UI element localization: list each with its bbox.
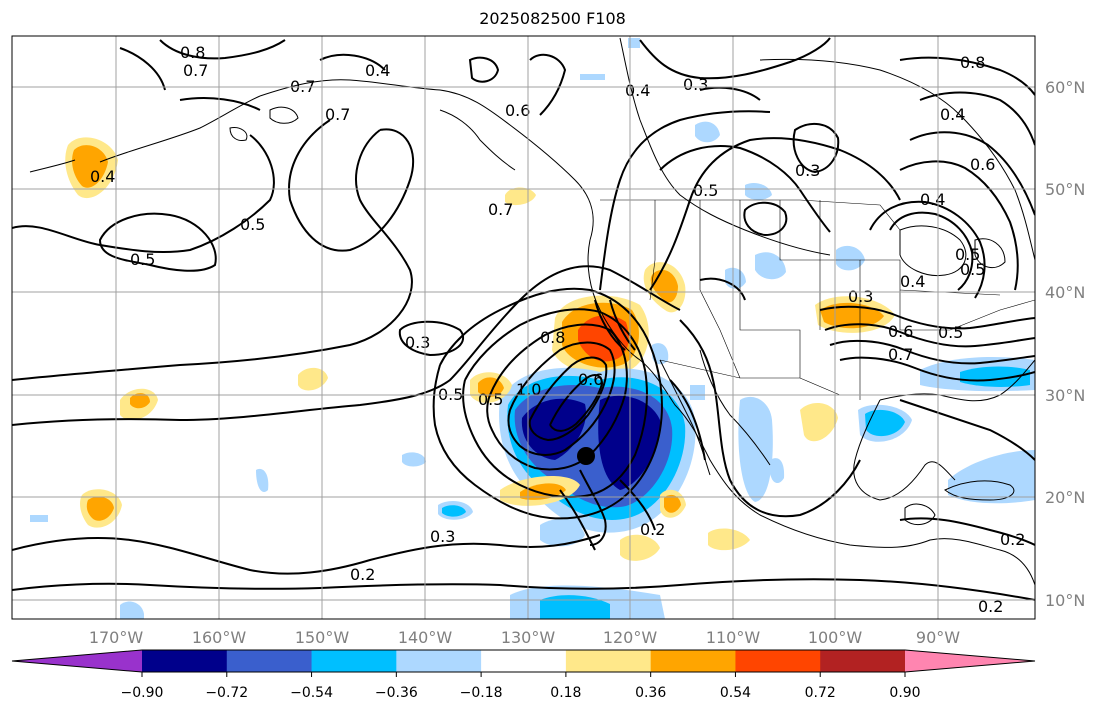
lat-label: 60°N [1045, 78, 1085, 97]
contour-label: 0.6 [888, 322, 913, 341]
colorbar-tick-label: 0.72 [805, 685, 836, 701]
lon-label: 90°W [916, 628, 960, 647]
lon-label: 140°W [398, 628, 453, 647]
contour-label: 0.4 [940, 105, 965, 124]
storm-center-marker [577, 447, 595, 465]
contour-label: 0.7 [325, 105, 350, 124]
colorbar-segment [396, 650, 482, 672]
colorbar-segment [226, 650, 313, 672]
contour-label: 0.8 [180, 43, 205, 62]
lat-label: 10°N [1045, 591, 1085, 610]
lon-label: 130°W [501, 628, 556, 647]
lat-label: 20°N [1045, 488, 1085, 507]
lon-label: 170°W [89, 628, 144, 647]
map-frame-border [11, 35, 1036, 620]
colorbar-tick-label: −0.36 [375, 685, 418, 701]
contour-label: 0.3 [848, 287, 873, 306]
colorbar-segment [481, 650, 567, 672]
contour-label: 1.0 [516, 380, 541, 399]
longitude-labels: 170°W 160°W 150°W 140°W 130°W 120°W 110°… [89, 628, 960, 647]
colorbar-segment [820, 650, 906, 672]
contour-label: 0.4 [920, 190, 945, 209]
lon-label: 160°W [192, 628, 247, 647]
contour-label: 0.5 [955, 245, 980, 264]
chart-title: 2025082500 F108 [479, 9, 626, 28]
latitude-labels: 60°N 50°N 40°N 30°N 20°N 10°N [1045, 78, 1085, 610]
lat-label: 40°N [1045, 283, 1085, 302]
colorbar: −0.90 −0.72 −0.54 −0.36 −0.18 0.18 0.36 0.54 0.7… [11, 649, 1036, 701]
colorbar-segment [311, 650, 397, 672]
contour-label: 0.5 [938, 323, 963, 342]
shade-pos-red [578, 315, 629, 362]
colorbar-extend-low [12, 650, 142, 672]
contour-label: 0.6 [505, 101, 530, 120]
contour-label: 0.7 [183, 61, 208, 80]
contour-label: 0.4 [625, 81, 650, 100]
contour-lines [12, 37, 1035, 601]
contour-label: 0.3 [405, 333, 430, 352]
colorbar-segment [650, 650, 736, 672]
colorbar-segments [11, 649, 1036, 673]
contour-label: 0.6 [970, 155, 995, 174]
contour-label: 0.8 [960, 53, 985, 72]
lat-label: 50°N [1045, 180, 1085, 199]
contour-label: 0.2 [640, 520, 665, 539]
contour-label: 0.2 [350, 565, 375, 584]
contour-label: 0.4 [900, 272, 925, 291]
contour-label: 0.5 [693, 181, 718, 200]
map-content: 0.8 0.7 0.4 0.7 0.7 0.6 0.4 0.3 0.8 0.4 … [12, 36, 1035, 619]
contour-label: 0.5 [240, 215, 265, 234]
contour-label: 0.8 [540, 328, 565, 347]
lon-label: 100°W [808, 628, 863, 647]
colorbar-tick-label: −0.18 [460, 685, 503, 701]
lon-label: 150°W [295, 628, 350, 647]
coastlines [29, 37, 1035, 586]
contour-label-group: 0.8 0.7 0.4 0.7 0.7 0.6 0.4 0.3 0.8 0.4 … [90, 43, 1025, 616]
contour-label: 0.3 [795, 161, 820, 180]
contour-label: 0.5 [130, 250, 155, 269]
contour-label: 0.2 [1000, 530, 1025, 549]
colorbar-tick-label: 0.90 [889, 685, 920, 701]
lon-label: 120°W [603, 628, 658, 647]
contour-label: 0.5 [478, 390, 503, 409]
contour-label: 0.7 [888, 345, 913, 364]
contour-label: 0.7 [488, 200, 513, 219]
lon-label: 110°W [706, 628, 761, 647]
contour-label: 0.2 [978, 597, 1003, 616]
contour-label: 0.4 [365, 61, 390, 80]
contour-label: 0.3 [683, 75, 708, 94]
contour-label: 0.4 [90, 167, 115, 186]
colorbar-tick-label: 0.36 [635, 685, 666, 701]
colorbar-tick-label: −0.72 [205, 685, 248, 701]
colorbar-extend-high [905, 650, 1035, 672]
lat-label: 30°N [1045, 386, 1085, 405]
contour-label: 0.3 [430, 527, 455, 546]
graticule [12, 36, 1035, 619]
colorbar-segment [565, 650, 652, 672]
colorbar-ticks: −0.90 −0.72 −0.54 −0.36 −0.18 0.18 0.36 0.54 0.7… [121, 672, 921, 701]
colorbar-tick-label: −0.90 [121, 685, 164, 701]
contour-label: 0.5 [960, 260, 985, 279]
colorbar-tick-label: 0.54 [720, 685, 751, 701]
colorbar-tick-label: −0.54 [290, 685, 333, 701]
contour-label: 0.6 [578, 370, 603, 389]
colorbar-segment [142, 650, 228, 672]
colorbar-tick-label: 0.18 [550, 685, 581, 701]
colorbar-segment [735, 650, 821, 672]
